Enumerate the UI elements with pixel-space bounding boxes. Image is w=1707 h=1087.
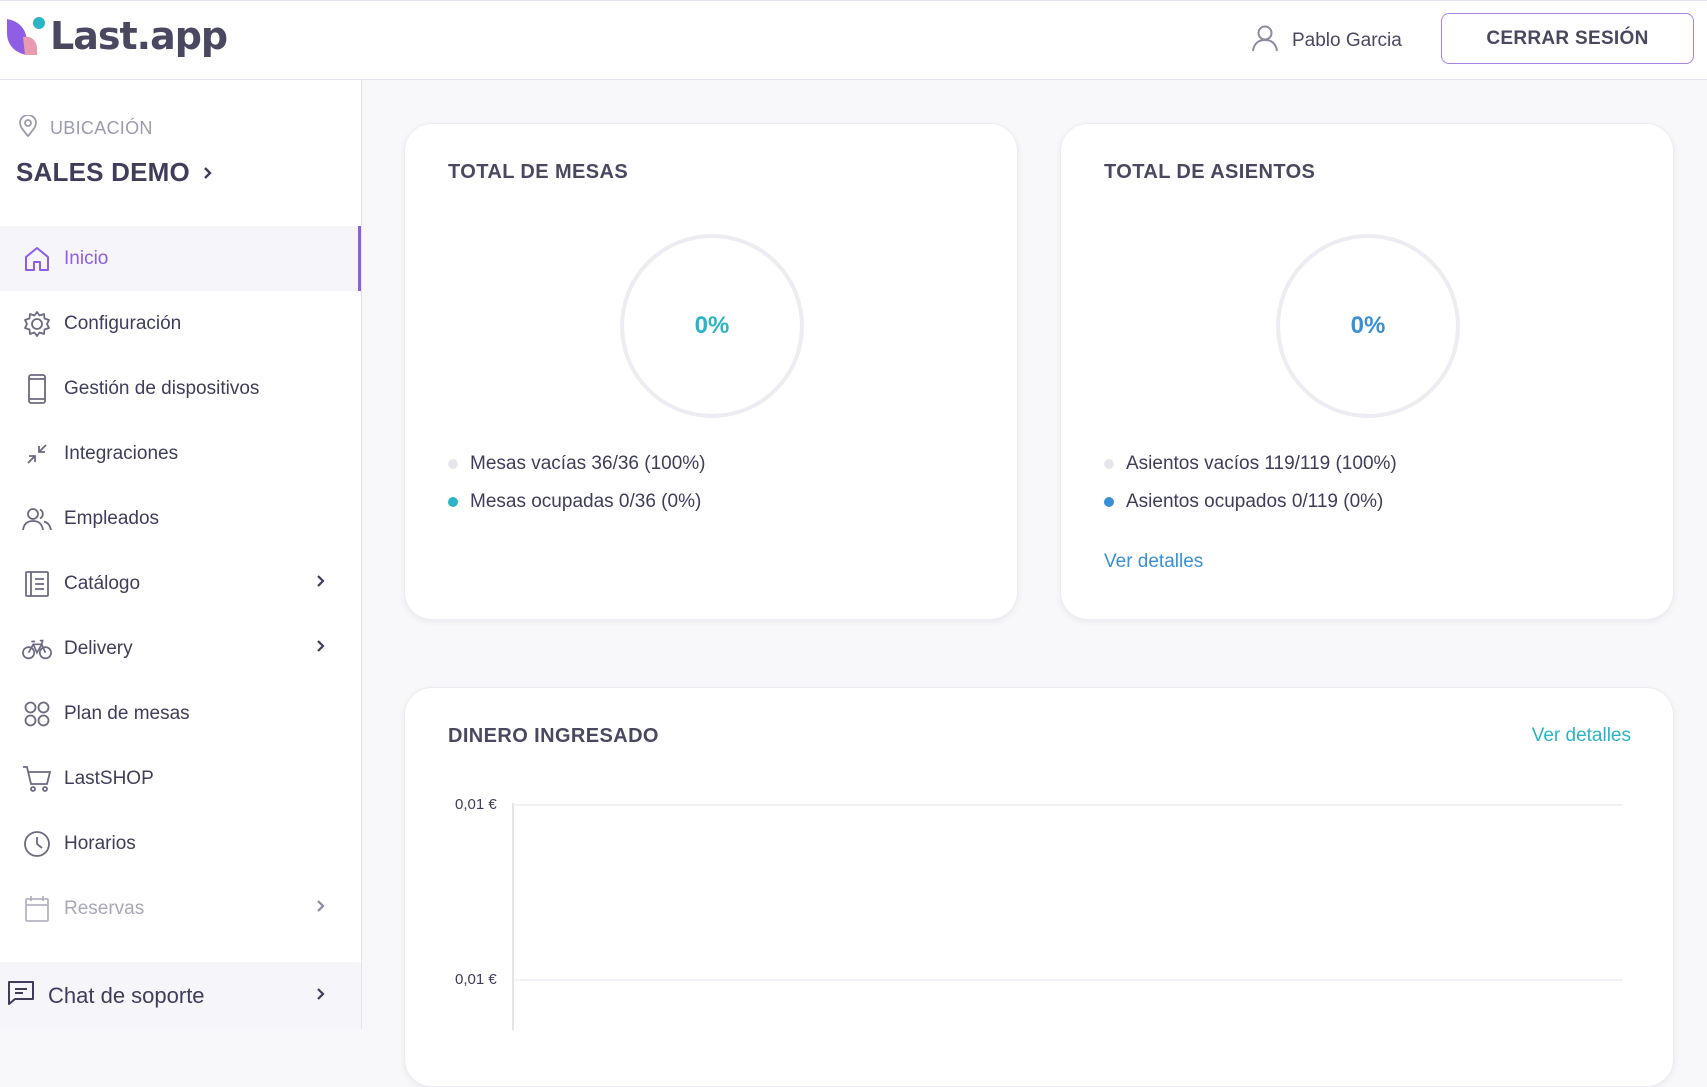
sidebar-item-reservas[interactable]: Reservas: [0, 876, 361, 941]
legend-dot: [448, 459, 458, 469]
chevron-right-icon: [202, 157, 214, 188]
tables-card: TOTAL DE MESAS 0% Mesas vacías 36/36 (10…: [404, 123, 1018, 620]
sidebar-item-label: Reservas: [64, 897, 145, 919]
logout-button[interactable]: CERRAR SESIÓN: [1441, 13, 1694, 64]
sidebar-item-label: Gestión de dispositivos: [64, 377, 260, 399]
sidebar-item-horarios[interactable]: Horarios: [0, 811, 361, 876]
sidebar-item-catalogo[interactable]: Catálogo: [0, 551, 361, 616]
home-icon: [22, 244, 52, 274]
sidebar-item-dispositivos[interactable]: Gestión de dispositivos: [0, 356, 361, 421]
chevron-right-icon: [315, 986, 327, 1007]
sidebar-item-label: Plan de mesas: [64, 702, 190, 724]
income-card: DINERO INGRESADO Ver detalles 0,01 € 0,0…: [404, 687, 1674, 1087]
legend-dot: [448, 497, 458, 507]
top-bar: Last.app Pablo Garcia CERRAR SESIÓN: [0, 0, 1707, 80]
user-icon: [1250, 23, 1280, 58]
cart-icon: [22, 764, 52, 794]
chat-icon: [6, 979, 36, 1012]
arrows-in-icon: [22, 439, 52, 469]
chevron-right-icon: [315, 898, 327, 919]
legend-label: Asientos vacíos 119/119 (100%): [1126, 453, 1397, 474]
chevron-right-icon: [315, 573, 327, 594]
income-chart: [512, 803, 1623, 1030]
bike-icon: [22, 634, 52, 664]
legend-empty: Asientos vacíos 119/119 (100%): [1104, 453, 1397, 475]
seats-card: TOTAL DE ASIENTOS 0% Asientos vacíos 119…: [1060, 123, 1674, 620]
sidebar-item-delivery[interactable]: Delivery: [0, 616, 361, 681]
sidebar-item-configuracion[interactable]: Configuración: [0, 291, 361, 356]
user-name: Pablo Garcia: [1292, 29, 1402, 51]
sidebar-item-label: Delivery: [64, 637, 133, 659]
legend-occupied: Mesas ocupadas 0/36 (0%): [448, 491, 701, 513]
phone-icon: [22, 373, 52, 404]
support-chat-button[interactable]: Chat de soporte: [0, 962, 361, 1029]
sidebar-item-integraciones[interactable]: Integraciones: [0, 421, 361, 486]
legend-label: Mesas ocupadas 0/36 (0%): [470, 491, 702, 512]
seats-percent: 0%: [1350, 312, 1386, 339]
sidebar-item-label: Empleados: [64, 507, 160, 529]
y-tick-label: 0,01 €: [455, 971, 497, 988]
card-title: DINERO INGRESADO: [448, 725, 659, 747]
seats-details-link[interactable]: Ver detalles: [1104, 551, 1204, 572]
users-icon: [22, 504, 52, 534]
location-header: UBICACIÓN: [18, 114, 153, 142]
location-pin-icon: [18, 114, 38, 142]
legend-dot: [1104, 459, 1114, 469]
gear-icon: [22, 309, 52, 339]
seats-donut-chart: 0%: [1276, 234, 1460, 418]
logo-mark-icon: [5, 15, 49, 57]
tables-donut-chart: 0%: [620, 234, 804, 418]
support-chat-label: Chat de soporte: [48, 982, 205, 1008]
chevron-right-icon: [315, 638, 327, 659]
catalog-icon: [22, 569, 52, 599]
card-title: TOTAL DE ASIENTOS: [1104, 161, 1316, 183]
income-details-link[interactable]: Ver detalles: [1531, 725, 1631, 746]
sidebar-item-label: Configuración: [64, 312, 182, 334]
calendar-icon: [22, 894, 52, 924]
tables-percent: 0%: [694, 312, 730, 339]
sidebar: UBICACIÓN SALES DEMO Inicio Configuració…: [0, 80, 362, 1029]
sidebar-item-label: Catálogo: [64, 572, 141, 594]
card-title: TOTAL DE MESAS: [448, 161, 629, 183]
location-selector[interactable]: SALES DEMO: [16, 157, 214, 188]
legend-empty: Mesas vacías 36/36 (100%): [448, 453, 706, 475]
location-name: SALES DEMO: [16, 157, 190, 187]
y-tick-label: 0,01 €: [455, 796, 497, 813]
logo[interactable]: Last.app: [5, 14, 228, 58]
sidebar-item-label: Integraciones: [64, 442, 179, 464]
sidebar-item-label: Horarios: [64, 832, 136, 854]
sidebar-item-plan-de-mesas[interactable]: Plan de mesas: [0, 681, 361, 746]
logo-text: Last.app: [50, 14, 228, 58]
sidebar-item-inicio[interactable]: Inicio: [0, 226, 361, 291]
legend-occupied: Asientos ocupados 0/119 (0%): [1104, 491, 1383, 513]
clock-icon: [22, 829, 52, 859]
grid-circles-icon: [22, 699, 52, 729]
sidebar-item-lastshop[interactable]: LastSHOP: [0, 746, 361, 811]
legend-label: Mesas vacías 36/36 (100%): [470, 453, 706, 474]
location-label: UBICACIÓN: [50, 118, 153, 138]
sidebar-nav: Inicio Configuración Gestión de disposit…: [0, 226, 361, 941]
sidebar-item-label: LastSHOP: [64, 767, 154, 789]
legend-dot: [1104, 497, 1114, 507]
legend-label: Asientos ocupados 0/119 (0%): [1126, 491, 1384, 512]
sidebar-item-empleados[interactable]: Empleados: [0, 486, 361, 551]
user-menu[interactable]: Pablo Garcia: [1250, 23, 1402, 58]
sidebar-item-label: Inicio: [64, 247, 109, 269]
